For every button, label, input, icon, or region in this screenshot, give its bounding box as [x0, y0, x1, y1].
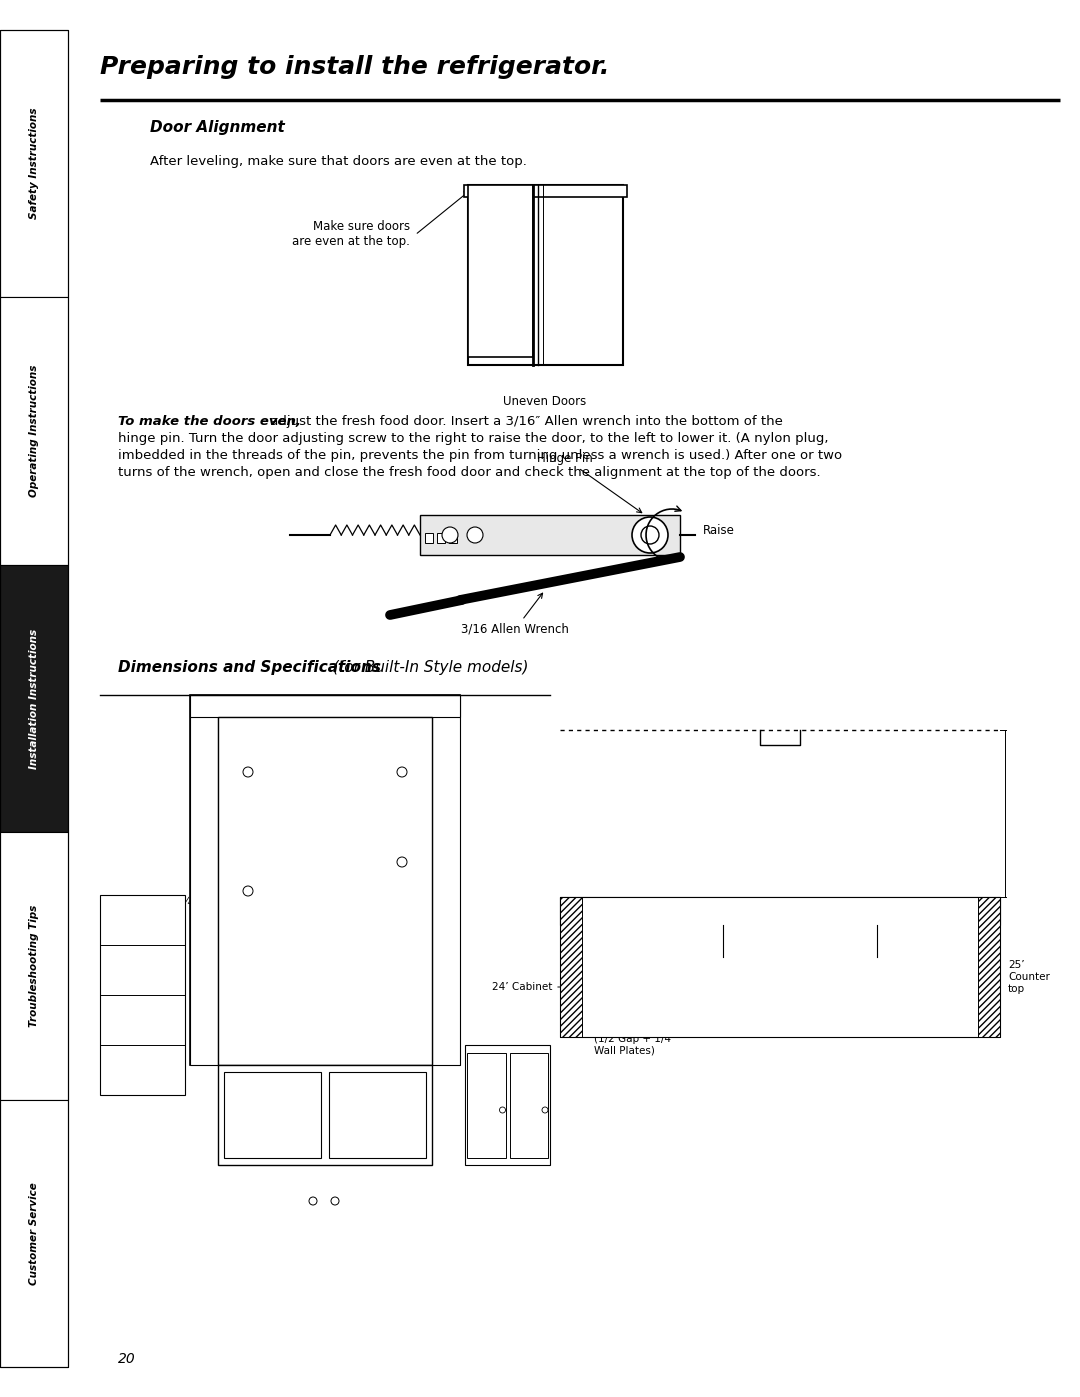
- Circle shape: [467, 527, 483, 543]
- Text: turns of the wrench, open and close the fresh food door and check the alignment : turns of the wrench, open and close the …: [118, 467, 821, 479]
- Bar: [420, 515, 680, 555]
- Bar: [0, 833, 68, 1099]
- Text: adjust the fresh food door. Insert a 3/16″ Allen wrench into the bottom of the: adjust the fresh food door. Insert a 3/1…: [266, 415, 783, 427]
- Circle shape: [499, 1106, 505, 1113]
- Text: imbedded in the threads of the pin, prevents the pin from turning unless a wrenc: imbedded in the threads of the pin, prev…: [118, 448, 842, 462]
- Bar: [465, 1045, 550, 1165]
- Text: Installation Instructions: Installation Instructions: [29, 629, 39, 768]
- Text: Preparing to install the refrigerator.: Preparing to install the refrigerator.: [100, 54, 609, 80]
- Bar: [432, 694, 460, 1065]
- Circle shape: [442, 527, 458, 543]
- Bar: [224, 1071, 321, 1158]
- Text: Make sure doors
are even at the top.: Make sure doors are even at the top.: [292, 219, 410, 249]
- Bar: [561, 897, 1000, 1037]
- Text: To make the doors even,: To make the doors even,: [118, 415, 301, 427]
- Bar: [190, 694, 460, 717]
- Text: 24': 24': [316, 715, 334, 725]
- Bar: [978, 897, 1000, 1037]
- Text: Uneven Doors: Uneven Doors: [503, 395, 586, 408]
- Text: 24’ Side Panels: 24’ Side Panels: [647, 965, 727, 975]
- Bar: [0, 1099, 68, 1368]
- Text: hinge pin. Turn the door adjusting screw to the right to raise the door, to the : hinge pin. Turn the door adjusting screw…: [118, 432, 828, 446]
- Text: After leveling, make sure that doors are even at the top.: After leveling, make sure that doors are…: [150, 155, 527, 168]
- Circle shape: [542, 1106, 548, 1113]
- Circle shape: [397, 856, 407, 868]
- Text: Safety Instructions: Safety Instructions: [29, 108, 39, 219]
- Circle shape: [243, 767, 253, 777]
- Text: 3/4’ Airspace
(1/2 Gap + 1/4
Wall Plates): 3/4’ Airspace (1/2 Gap + 1/4 Wall Plates…: [594, 1023, 671, 1055]
- Bar: [190, 694, 460, 1065]
- Bar: [0, 29, 68, 1368]
- Text: 36': 36': [316, 733, 334, 745]
- Bar: [426, 534, 433, 543]
- Text: 20: 20: [118, 1352, 136, 1366]
- Bar: [561, 897, 1000, 925]
- Text: Operating Instructions: Operating Instructions: [29, 365, 39, 497]
- Bar: [0, 564, 68, 833]
- Bar: [464, 184, 627, 197]
- Bar: [0, 298, 68, 564]
- Text: Customer Service: Customer Service: [29, 1182, 39, 1285]
- Bar: [0, 29, 68, 298]
- Text: 25’
Counter
top: 25’ Counter top: [1008, 960, 1050, 993]
- Text: Dimensions and Specifications: Dimensions and Specifications: [118, 659, 381, 675]
- Bar: [190, 694, 218, 1065]
- Circle shape: [642, 527, 659, 543]
- Text: (for Built-In Style models): (for Built-In Style models): [328, 659, 528, 675]
- Bar: [468, 184, 534, 358]
- Text: Door Alignment: Door Alignment: [150, 120, 285, 136]
- Text: Hinge Pin: Hinge Pin: [537, 453, 642, 513]
- Bar: [100, 895, 185, 1095]
- Text: Raise: Raise: [703, 524, 734, 536]
- Bar: [218, 1065, 432, 1165]
- Text: 70¼": 70¼": [166, 897, 197, 907]
- Circle shape: [397, 767, 407, 777]
- Text: Troubleshooting Tips: Troubleshooting Tips: [29, 905, 39, 1027]
- Bar: [468, 184, 623, 365]
- Bar: [437, 534, 445, 543]
- Circle shape: [243, 886, 253, 895]
- Text: Water: Water: [705, 944, 741, 957]
- Bar: [467, 1053, 505, 1158]
- Circle shape: [632, 517, 669, 553]
- Bar: [510, 1053, 548, 1158]
- Text: 3/16 Allen Wrench: 3/16 Allen Wrench: [461, 594, 569, 636]
- Circle shape: [330, 1197, 339, 1206]
- Bar: [218, 717, 432, 1065]
- Text: 24’ Cabinet: 24’ Cabinet: [491, 982, 552, 992]
- Bar: [449, 534, 457, 543]
- Bar: [329, 1071, 426, 1158]
- Text: Electrical: Electrical: [850, 944, 904, 957]
- Circle shape: [309, 1197, 318, 1206]
- Bar: [561, 897, 582, 1037]
